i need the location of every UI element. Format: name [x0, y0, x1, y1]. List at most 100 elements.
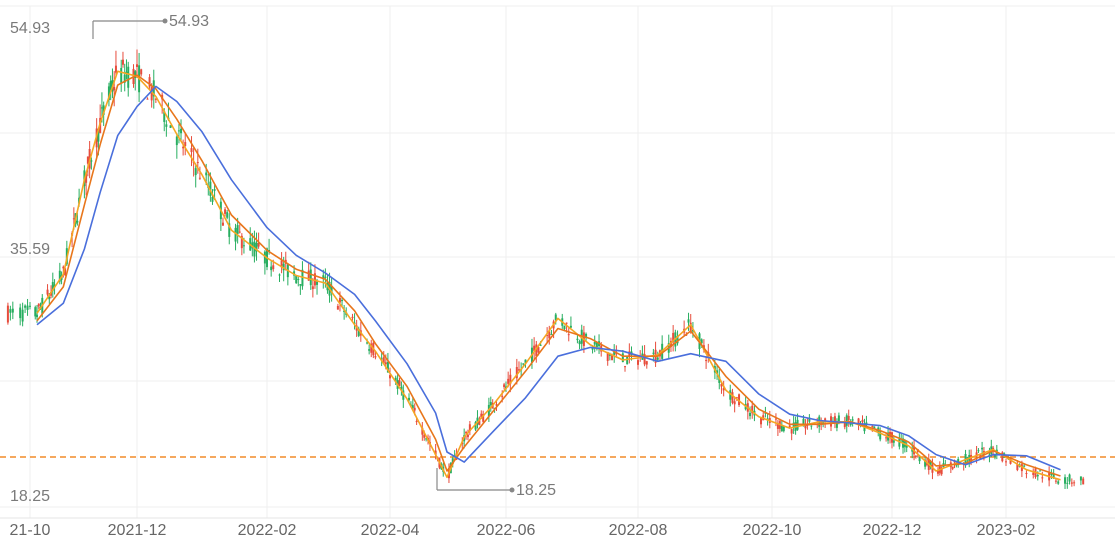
y-label-mid: 35.59: [10, 241, 50, 258]
candle: [1032, 468, 1035, 479]
x-tick-4: 2022-06: [477, 522, 536, 539]
candle: [21, 302, 24, 327]
candle: [936, 467, 939, 477]
min-marker-label: 18.25: [516, 482, 556, 499]
max-marker-label: 54.93: [169, 13, 209, 30]
candle: [1005, 458, 1007, 466]
candle: [1082, 476, 1085, 485]
candle: [46, 284, 49, 297]
candle: [1068, 473, 1071, 485]
candle: [1070, 478, 1073, 487]
candle: [476, 410, 479, 429]
candle: [368, 344, 371, 355]
candle: [343, 304, 346, 320]
candle: [400, 381, 403, 396]
candle: [698, 332, 701, 358]
candle: [182, 139, 185, 156]
candle: [411, 397, 414, 411]
candle: [114, 50, 117, 76]
candle: [240, 233, 243, 256]
candle: [351, 313, 354, 321]
candle: [90, 157, 93, 170]
candle: [782, 426, 785, 433]
candle: [6, 302, 9, 325]
candle: [810, 425, 813, 430]
candle: [357, 326, 360, 338]
candle: [309, 262, 312, 290]
candle: [107, 82, 110, 107]
candle: [749, 406, 752, 420]
candle: [140, 68, 143, 77]
candle: [576, 335, 579, 344]
candle: [778, 418, 781, 433]
candle: [851, 416, 854, 427]
candle: [270, 261, 273, 277]
candle: [175, 133, 178, 159]
candle: [29, 301, 31, 310]
candle: [593, 335, 596, 353]
candle: [257, 232, 260, 249]
candle: [76, 212, 79, 226]
candle: [1016, 460, 1019, 472]
candle: [425, 437, 428, 442]
candle: [535, 340, 538, 363]
ma-line-2: [36, 85, 1061, 471]
candle: [550, 329, 553, 335]
candle: [9, 305, 12, 321]
candle: [11, 301, 14, 320]
candle: [885, 433, 888, 442]
candle: [794, 416, 797, 435]
candle: [879, 427, 882, 442]
y-label-top: 54.93: [10, 20, 50, 37]
candle: [249, 227, 252, 252]
candle: [51, 272, 54, 298]
candle: [1054, 478, 1057, 484]
candle: [951, 466, 954, 471]
candle: [626, 356, 629, 365]
candle: [517, 361, 520, 373]
candle: [645, 360, 648, 369]
candle: [150, 83, 153, 108]
candle: [892, 436, 895, 447]
x-tick-7: 2022-12: [863, 522, 922, 539]
candle: [905, 440, 908, 453]
candle: [286, 263, 289, 286]
candle: [37, 303, 40, 310]
candle: [125, 59, 128, 80]
candle: [705, 356, 708, 369]
candle: [1066, 477, 1069, 489]
candle: [198, 166, 201, 180]
candle: [380, 351, 383, 367]
candle: [134, 70, 137, 91]
candle: [34, 305, 37, 320]
candle: [687, 312, 690, 331]
candle: [109, 75, 112, 101]
candle: [578, 339, 581, 350]
candle: [394, 375, 397, 385]
candle: [824, 417, 827, 429]
candle: [311, 277, 314, 298]
candle: [211, 189, 214, 205]
candle: [194, 163, 197, 188]
candle: [136, 49, 138, 79]
candle: [421, 422, 424, 441]
candle: [297, 276, 300, 287]
candle: [729, 384, 732, 407]
candle: [295, 274, 298, 284]
candle: [398, 377, 401, 387]
candle: [683, 320, 686, 337]
candle: [85, 173, 88, 196]
candle: [833, 412, 836, 429]
candle: [938, 461, 941, 476]
candle: [790, 428, 793, 441]
candle: [370, 339, 373, 358]
candles: [6, 49, 1085, 489]
candle: [606, 351, 609, 366]
candle: [228, 213, 231, 245]
candle: [804, 419, 807, 435]
candle: [146, 97, 149, 100]
candle: [389, 367, 391, 387]
candle: [221, 217, 224, 226]
candle: [548, 325, 551, 345]
